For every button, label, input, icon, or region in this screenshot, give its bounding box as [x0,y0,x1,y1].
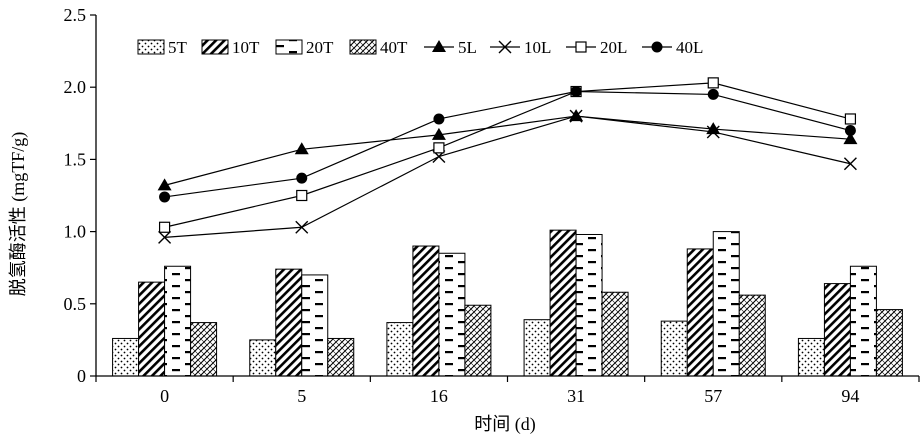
x-tick-label: 57 [704,386,722,406]
legend-swatch-20T [275,39,303,55]
point-20L-94 [844,113,857,125]
point-20L-5 [296,189,308,202]
legend-label-5T: 5T [168,38,188,57]
bar-5T-57 [660,320,688,377]
point-10L-94 [843,157,857,171]
bar-20T-0 [164,265,192,377]
bar-5T-5 [249,339,277,377]
legend-label-20L: 20L [600,38,627,57]
bar-10T-31 [549,229,577,377]
point-20L-0 [158,221,171,233]
bar-10T-94 [823,283,851,377]
line-40L [164,90,851,198]
legend-label-5L: 5L [458,38,477,57]
point-10L-31 [569,109,583,123]
bar-10T-0 [138,281,166,377]
legend-label-10L: 10L [524,38,551,57]
bar-5T-16 [386,322,414,377]
point-10L-5 [295,220,309,234]
bar-20T-57 [712,231,740,377]
point-40L-5 [296,172,308,184]
y-tick-label: 2.5 [64,5,87,25]
x-axis-title: 时间 (d) [474,414,536,435]
bar-40T-94 [875,309,903,377]
legend-swatch-10T [201,39,229,55]
legend-label-40L: 40L [676,38,703,57]
point-5L-57 [706,122,721,135]
point-10L-57 [706,125,720,139]
point-5L-0 [157,178,172,191]
bar-5T-31 [523,319,551,377]
bar-20T-16 [438,252,466,377]
bar-40T-57 [738,294,766,377]
bar-40T-31 [601,291,629,377]
x-tick-label: 16 [430,386,448,406]
point-40L-94 [844,125,856,137]
bar-5T-94 [797,337,825,377]
line-20L [164,82,851,228]
bar-20T-94 [849,265,877,377]
bar-10T-5 [275,268,303,377]
legend-marker-40L [651,41,663,53]
x-tick-label: 0 [160,386,169,406]
point-20L-16 [433,142,445,154]
legend-label-10T: 10T [232,38,260,57]
point-40L-16 [433,113,445,125]
point-40L-0 [159,191,171,203]
y-tick-label: 2.0 [64,77,87,97]
line-10L [164,115,851,238]
point-20L-57 [707,77,719,89]
point-10L-0 [158,230,172,244]
y-tick-label: 1.0 [64,222,87,242]
x-tick-label: 31 [567,386,585,406]
y-axis-title: 脱氢酶活性 (mgTF/g) [8,132,29,297]
legend-marker-5L [432,40,446,52]
bar-40T-0 [190,322,218,377]
legend-marker-20L [575,41,587,53]
legend-swatch-5T [137,39,165,55]
y-tick-label: 1.5 [64,149,87,169]
point-40L-31 [570,86,582,98]
bar-20T-5 [301,274,329,377]
point-5L-5 [294,142,309,155]
y-tick-label: 0.5 [64,294,87,314]
bar-40T-5 [327,337,355,377]
point-5L-94 [843,132,858,145]
x-tick-label: 5 [297,386,306,406]
point-5L-16 [431,127,446,140]
legend-label-20T: 20T [306,38,334,57]
legend-label-40T: 40T [380,38,408,57]
bar-10T-57 [686,248,714,377]
y-tick-label: 0 [77,366,86,386]
legend-marker-10L [498,40,512,54]
point-40L-57 [707,88,719,100]
bar-10T-16 [412,245,440,377]
bar-40T-16 [464,304,492,377]
bar-20T-31 [575,233,603,377]
line-5L [164,115,851,186]
bar-5T-0 [112,337,140,377]
legend-swatch-40T [349,39,377,55]
point-5L-31 [569,109,584,122]
x-tick-label: 94 [841,386,859,406]
